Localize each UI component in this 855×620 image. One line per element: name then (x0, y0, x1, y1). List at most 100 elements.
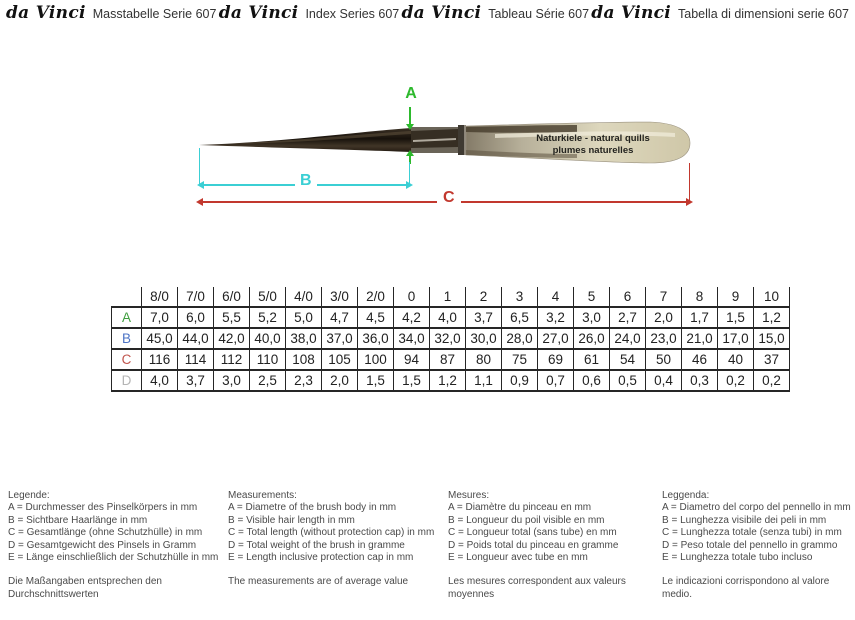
legend-block: Mesures: A = Diamètre du pinceau en mm B … (448, 490, 654, 601)
legend-block: Measurements: A = Diametre of the brush … (228, 490, 442, 589)
binding-ring (458, 125, 466, 155)
row-label: D (111, 369, 142, 392)
davinci-logo: da Vinci (218, 3, 299, 23)
legend-item: B = Sichtbare Haarlänge in mm (8, 514, 148, 526)
table-cell: 1,2 (429, 369, 466, 392)
legend-item: A = Diametre of the brush body in mm (228, 502, 397, 514)
brush-illustration: Naturkiele - natural quills plumes natur… (199, 121, 691, 164)
legend-items: A = Durchmesser des Pinselkörpers in mm B… (8, 502, 220, 564)
dim-b-arrow-left-icon (197, 181, 204, 189)
table-cell: 0,5 (609, 369, 646, 392)
legend-title: Legende: (8, 490, 50, 501)
column-header: 10 (753, 287, 790, 308)
table-cell: 3,2 (537, 306, 574, 329)
table-cell: 4,0 (141, 369, 178, 392)
dim-a-arrow-up-icon (406, 150, 414, 156)
legend-item: B = Lunghezza visibile dei peli in mm (662, 514, 827, 526)
table-cell: 75 (501, 348, 538, 371)
page-title-fr: Tableau Série 607 (488, 7, 590, 21)
table-cell: 26,0 (573, 327, 610, 350)
dim-b-arrow-right-icon (406, 181, 413, 189)
legend-item: E = Lunghezza totale tubo incluso (662, 552, 813, 564)
legend-item: E = Longueur avec tube en mm (448, 552, 588, 564)
row-label: C (111, 348, 142, 371)
column-header: 8/0 (141, 287, 178, 308)
table-cell: 23,0 (645, 327, 682, 350)
legend-title: Measurements: (228, 490, 297, 501)
dim-b-extension-right (409, 162, 410, 184)
table-cell: 0,7 (537, 369, 574, 392)
table-cell: 1,5 (393, 369, 430, 392)
table-cell: 30,0 (465, 327, 502, 350)
dim-b-label: B (295, 173, 317, 189)
legend-item: C = Longueur total (sans tube) en mm (448, 527, 617, 539)
table-cell: 0,3 (681, 369, 718, 392)
legend-item: D = Gesamtgewicht des Pinsels in Gramm (8, 539, 197, 551)
column-header: 4 (537, 287, 574, 308)
table-corner (111, 287, 142, 308)
brand-entry: da Vinci Tableau Série 607 (402, 3, 590, 23)
column-header: 0 (393, 287, 430, 308)
dim-b-extension-left (199, 148, 200, 184)
page-title-it: Tabella di dimensioni serie 607 (678, 7, 849, 21)
table-cell: 2,5 (249, 369, 286, 392)
legend-items: A = Diamètre du pinceau en mm B = Longueu… (448, 502, 654, 564)
table-cell: 37 (753, 348, 790, 371)
legend-item: C = Total length (without protection cap… (228, 527, 435, 539)
table-cell: 6,5 (501, 306, 538, 329)
table-cell: 80 (465, 348, 502, 371)
table-cell: 112 (213, 348, 250, 371)
table-cell: 116 (141, 348, 178, 371)
table-cell: 6,0 (177, 306, 214, 329)
table-cell: 38,0 (285, 327, 322, 350)
legend-item: D = Peso totale del pennello in grammo (662, 539, 838, 551)
table-cell: 114 (177, 348, 214, 371)
table-cell: 45,0 (141, 327, 178, 350)
table-cell: 0,9 (501, 369, 538, 392)
table-cell: 87 (429, 348, 466, 371)
table-cell: 1,1 (465, 369, 502, 392)
dim-c-arrow-left-icon (196, 198, 203, 206)
header: da Vinci Masstabelle Serie 607 da Vinci … (0, 3, 855, 23)
table-cell: 28,0 (501, 327, 538, 350)
legend-block: Leggenda: A = Diametro del corpo del pen… (662, 490, 852, 601)
davinci-logo: da Vinci (6, 3, 86, 23)
table-cell: 0,2 (753, 369, 790, 392)
column-header: 8 (681, 287, 718, 308)
legend-item: E = Length inclusive protection cap in m… (228, 552, 414, 564)
legend-note: Les mesures correspondent aux valeurs mo… (448, 576, 626, 600)
table-cell: 0,6 (573, 369, 610, 392)
table-cell: 40,0 (249, 327, 286, 350)
table-cell: 0,2 (717, 369, 754, 392)
legend-title: Mesures: (448, 490, 490, 501)
legend-item: A = Diametro del corpo del pennello in m… (662, 502, 851, 514)
legend-items: A = Diametre of the brush body in mm B = … (228, 502, 442, 564)
legend-item: D = Total weight of the brush in gramme (228, 539, 405, 551)
column-header: 7 (645, 287, 682, 308)
brand-entry: da Vinci Index Series 607 (219, 3, 400, 23)
table-cell: 94 (393, 348, 430, 371)
dim-c-label: C (437, 190, 461, 206)
table-cell: 24,0 (609, 327, 646, 350)
column-header: 3/0 (321, 287, 358, 308)
table-row: A 7,0 6,0 5,5 5,2 5,0 4,7 4,5 4,2 4,0 3,7 6,5 3,2 3,0… (111, 306, 790, 329)
dim-c-arrow-right-icon (686, 198, 693, 206)
table-cell: 42,0 (213, 327, 250, 350)
column-header: 4/0 (285, 287, 322, 308)
table-header-row: 8/0 7/0 6/0 5/0 4/0 3/0 2/0 0 1 2 3 4 5 6 7 8 9 10 (111, 287, 790, 308)
legend-item: C = Lunghezza totale (senza tubi) in mm (662, 527, 842, 539)
column-header: 9 (717, 287, 754, 308)
table-cell: 2,0 (321, 369, 358, 392)
table-cell: 44,0 (177, 327, 214, 350)
table-cell: 5,2 (249, 306, 286, 329)
table-cell: 108 (285, 348, 322, 371)
table-row: B 45,0 44,0 42,0 40,0 38,0 37,0 36,0 34,0 32,0 30,… (111, 327, 790, 350)
table-cell: 34,0 (393, 327, 430, 350)
column-header: 7/0 (177, 287, 214, 308)
page-title-de: Masstabelle Serie 607 (92, 7, 217, 21)
column-header: 2/0 (357, 287, 394, 308)
brand-entry: da Vinci Tabella di dimensioni serie 607 (591, 3, 849, 23)
legend-items: A = Diametro del corpo del pennello in m… (662, 502, 852, 564)
size-table: 8/0 7/0 6/0 5/0 4/0 3/0 2/0 0 1 2 3 4 5 6 7 8 9 10 A 7,0 6,0… (111, 287, 790, 392)
